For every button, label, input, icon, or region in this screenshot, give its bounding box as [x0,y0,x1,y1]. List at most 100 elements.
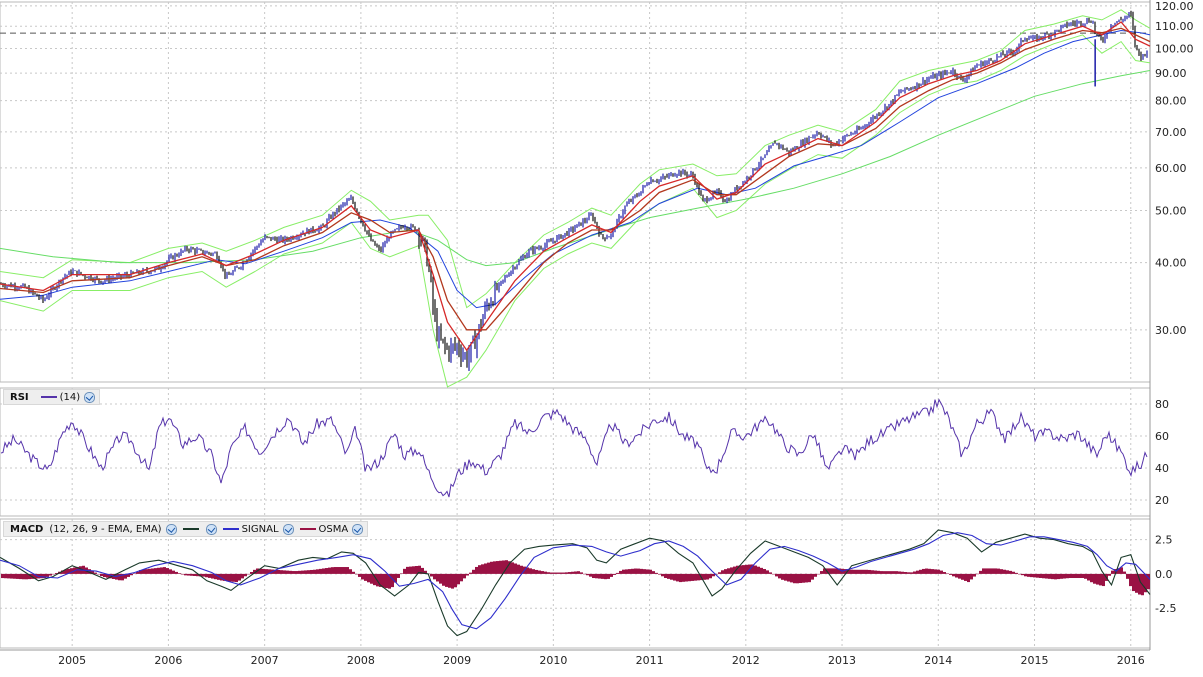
osma-bar [436,573,439,582]
rsi-legend[interactable]: RSI (14) [3,389,101,405]
osma-bar [571,571,574,574]
osma-bar [304,570,307,574]
rsi-line [0,398,1148,498]
rsi-legend-swatch [40,396,57,398]
osma-bar [70,568,73,574]
osma-bar [499,560,502,574]
osma-bar [352,571,355,574]
osma-bar [655,572,658,574]
osma-bar [907,572,910,574]
osma-bar [955,573,958,578]
osma-bar [7,573,10,579]
osma-bar [307,570,310,574]
price-tick-label: 70.00 [1155,126,1187,139]
osma-bar [124,573,127,579]
macd-tick-label: 0.0 [1155,568,1173,581]
band-lower-line [0,34,1151,388]
rsi-tick-label: 20 [1155,494,1169,507]
osma-bar [658,573,661,575]
osma-bar [856,569,859,574]
osma-bar [43,573,46,579]
osma-bar [646,569,649,574]
rsi-settings-icon[interactable] [84,391,96,403]
osma-bar [577,571,580,574]
macd-legend[interactable]: MACD (12, 26, 9 - EMA, EMA) SIGNAL OSMA [3,521,369,537]
osma-bar [274,569,277,574]
macd-line-toggle-icon[interactable] [205,523,217,535]
price-candles [0,10,1148,371]
osma-toggle-icon[interactable] [352,523,364,535]
osma-bar [796,573,799,584]
price-tick-label: 50.00 [1155,204,1187,217]
osma-bar [133,573,136,575]
osma-bar [4,573,7,579]
osma-bar [337,567,340,574]
osma-bar [721,570,724,574]
osma-bar [457,573,460,585]
price-panel-frame [0,1,1151,383]
osma-bar [397,573,400,578]
osma-bar [439,573,442,584]
osma-bar [634,568,637,574]
osma-bar [1021,573,1024,576]
osma-bar [586,573,589,576]
osma-bar [799,573,802,584]
osma-bar [916,570,919,574]
osma-bar [394,573,397,583]
price-tick-label: 90.00 [1155,67,1187,80]
osma-bar [871,570,874,574]
osma-bar [613,573,616,575]
osma-bar [784,573,787,581]
sma-50-line [0,29,1151,309]
osma-bar [919,569,922,574]
osma-bar [910,572,913,574]
osma-bar [829,568,832,574]
price-tick-label: 100.00 [1155,42,1194,55]
x-tick-label: 2007 [251,654,279,667]
price-tick-label: 80.00 [1155,95,1187,108]
osma-bar [937,569,940,574]
osma-bar [1147,573,1150,590]
osma-bar [1144,573,1147,593]
osma-bar [835,568,838,574]
price-tick-label: 110.00 [1155,20,1194,33]
osma-bar [514,563,517,574]
macd-legend-param: (12, 26, 9 - EMA, EMA) [49,523,162,535]
osma-bar [979,570,982,574]
x-tick-label: 2011 [636,654,664,667]
osma-bar [55,573,58,574]
osma-bar [364,573,367,581]
macd-settings-icon[interactable] [165,523,177,535]
osma-bar [34,573,37,579]
osma-bar [478,565,481,574]
osma-bar [640,568,643,574]
osma-bar [445,573,448,587]
osma-bar [883,571,886,574]
osma-bar [892,571,895,574]
osma-bar [1129,573,1132,587]
osma-bar [241,573,244,579]
osma-bar [319,568,322,574]
osma-bar [1132,573,1135,592]
osma-bar [250,571,253,574]
osma-bar [976,573,979,575]
osma-bar [1123,571,1126,574]
osma-bar [460,573,463,582]
osma-bar [604,573,607,580]
osma-bar [559,572,562,574]
osma-bar [1093,573,1096,584]
osma-bar [1045,573,1048,579]
osma-bar [838,568,841,574]
osma-bar [349,569,352,574]
osma-bar [844,569,847,574]
osma-bar [679,573,682,583]
osma-bar [496,561,499,574]
osma-bar [1039,573,1042,578]
osma-bar [292,571,295,574]
osma-bar [142,569,145,574]
signal-toggle-icon[interactable] [282,523,294,535]
osma-bar [970,573,973,580]
osma-bar [325,568,328,574]
osma-bar [1108,573,1111,576]
